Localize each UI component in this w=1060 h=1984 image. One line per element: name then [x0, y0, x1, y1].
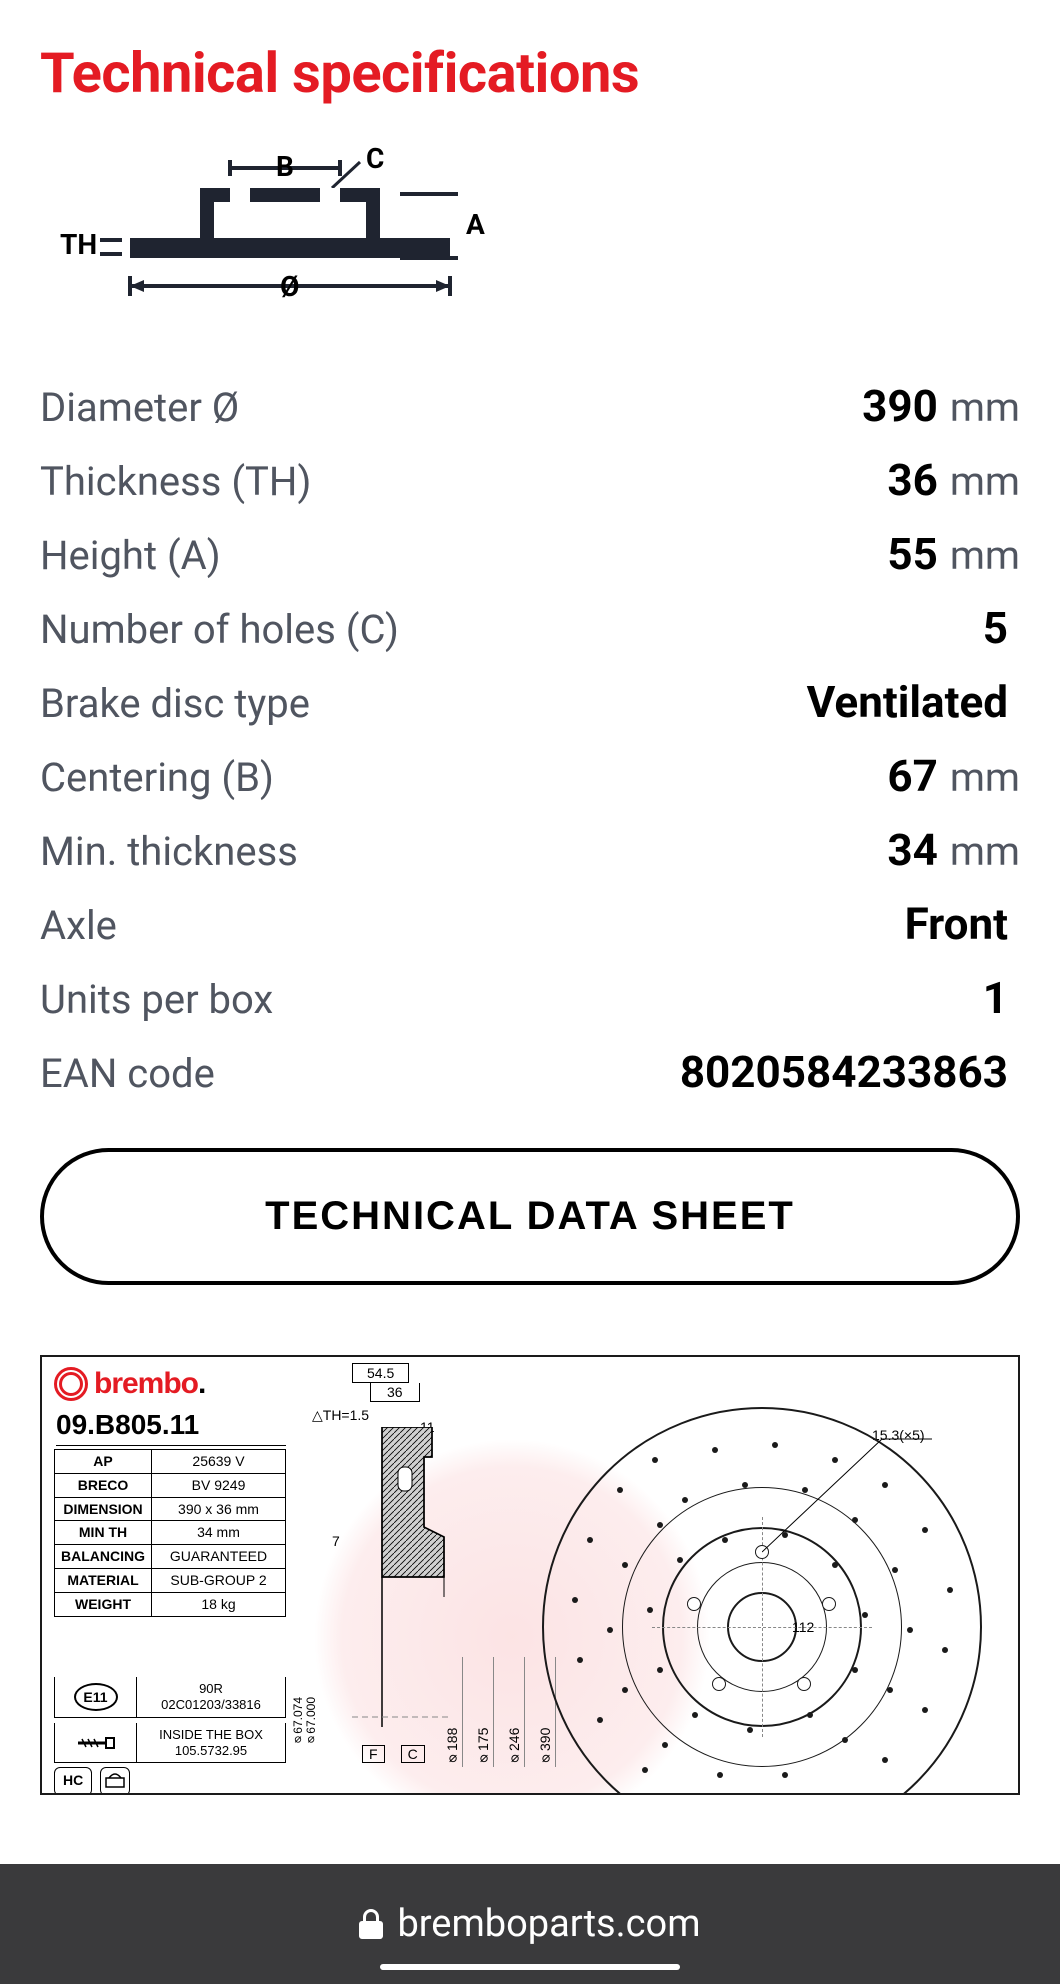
inside-box-row: INSIDE THE BOX105.5732.95 — [54, 1723, 286, 1763]
brembo-logo-text: brembo. — [94, 1367, 205, 1401]
spec-label: Axle — [40, 902, 117, 949]
schematic-th-label: TH — [60, 228, 97, 261]
spec-label: Number of holes (C) — [40, 606, 399, 653]
table-row: MIN TH34 mm — [55, 1521, 286, 1545]
spec-label: Units per box — [40, 976, 273, 1023]
spec-unit: mm — [950, 754, 1020, 801]
table-row: BRECOBV 9249 — [55, 1473, 286, 1497]
spec-value: 390 — [862, 380, 938, 432]
technical-data-sheet-button[interactable]: TECHNICAL DATA SHEET — [40, 1148, 1020, 1285]
page-title: Technical specifications — [40, 40, 1020, 106]
f-box: F — [362, 1745, 385, 1763]
dim-54-5: 54.5 — [352, 1363, 409, 1383]
schematic-c-label: C — [366, 146, 384, 175]
url-text: bremboparts.com — [397, 1902, 700, 1946]
brembo-logo: brembo. — [54, 1367, 205, 1401]
e11-badge: E11 — [74, 1683, 118, 1711]
spec-value: 67 — [887, 750, 938, 802]
disc-schematic: B C TH A Ø — [60, 146, 1020, 320]
spec-unit: mm — [950, 384, 1020, 431]
rotor-face-view: 15.3(×5) 112 — [542, 1387, 992, 1795]
screw-icon — [55, 1723, 137, 1762]
dim-pcd: 112 — [792, 1619, 814, 1635]
browser-url-bar[interactable]: bremboparts.com — [0, 1864, 1060, 1984]
spec-value: Ventilated — [807, 676, 1008, 728]
spec-label: Height (A) — [40, 532, 221, 579]
spec-value: 5 — [983, 602, 1008, 654]
dim-7: 7 — [332, 1533, 340, 1549]
e11-row: E11 90R02C01203/33816 — [54, 1677, 286, 1718]
c-box: C — [401, 1745, 425, 1763]
drawing-spec-table: AP25639 V BRECOBV 9249 DIMENSION390 x 36… — [54, 1449, 286, 1617]
schematic-phi-label: Ø — [280, 270, 299, 303]
spec-value: 55 — [887, 528, 938, 580]
table-row: WEIGHT18 kg — [55, 1592, 286, 1616]
spec-row: Units per box 1 — [40, 972, 1020, 1024]
home-indicator[interactable] — [380, 1964, 680, 1970]
table-row: DIMENSION390 x 36 mm — [55, 1497, 286, 1521]
spec-row: Height (A) 55 mm — [40, 528, 1020, 580]
table-row: AP25639 V — [55, 1450, 286, 1474]
spec-row: Axle Front — [40, 898, 1020, 950]
spec-label: Centering (B) — [40, 754, 274, 801]
spec-label: EAN code — [40, 1050, 215, 1097]
spec-label: Min. thickness — [40, 828, 298, 875]
spec-row: EAN code 8020584233863 — [40, 1046, 1020, 1098]
spec-row: Centering (B) 67 mm — [40, 750, 1020, 802]
spec-value: 34 — [887, 824, 938, 876]
technical-drawing: brembo. 09.B805.11 AP25639 V BRECOBV 924… — [40, 1355, 1020, 1795]
table-row: MATERIALSUB-GROUP 2 — [55, 1568, 286, 1592]
dim-dth: △TH=1.5 — [312, 1407, 369, 1424]
spec-row: Diameter Ø 390 mm — [40, 380, 1020, 432]
cross-section-view: 54.5 36 △TH=1.5 11 7 F C — [312, 1357, 532, 1795]
lock-icon — [359, 1909, 383, 1939]
spec-row: Min. thickness 34 mm — [40, 824, 1020, 876]
part-number: 09.B805.11 — [56, 1409, 286, 1446]
dim-phi246: ⌀246 — [506, 1657, 525, 1767]
spec-unit: mm — [950, 532, 1020, 579]
spec-value: Front — [905, 898, 1008, 950]
dim-phi175: ⌀175 — [475, 1657, 494, 1767]
spec-label: Brake disc type — [40, 680, 310, 727]
schematic-b-label: B — [276, 150, 294, 183]
spec-value: 36 — [887, 454, 938, 506]
hc-badge: HC — [54, 1767, 92, 1795]
spec-unit: mm — [950, 458, 1020, 505]
spec-row: Thickness (TH) 36 mm — [40, 454, 1020, 506]
spec-list: Diameter Ø 390 mm Thickness (TH) 36 mm Hei… — [40, 380, 1020, 1098]
schematic-a-label: A — [466, 208, 485, 241]
dim-36: 36 — [370, 1383, 420, 1402]
dim-phi188: ⌀188 — [444, 1657, 463, 1767]
table-row: BALANCINGGUARANTEED — [55, 1545, 286, 1569]
spec-label: Thickness (TH) — [40, 458, 311, 505]
spec-unit: mm — [950, 828, 1020, 875]
spec-value: 1 — [983, 972, 1008, 1024]
hc-row: HC — [54, 1767, 286, 1795]
spec-value: 8020584233863 — [680, 1046, 1008, 1098]
pvt-icon — [100, 1767, 130, 1795]
spec-row: Brake disc type Ventilated — [40, 676, 1020, 728]
brembo-logo-icon — [54, 1367, 88, 1401]
spec-row: Number of holes (C) 5 — [40, 602, 1020, 654]
spec-label: Diameter Ø — [40, 384, 239, 431]
